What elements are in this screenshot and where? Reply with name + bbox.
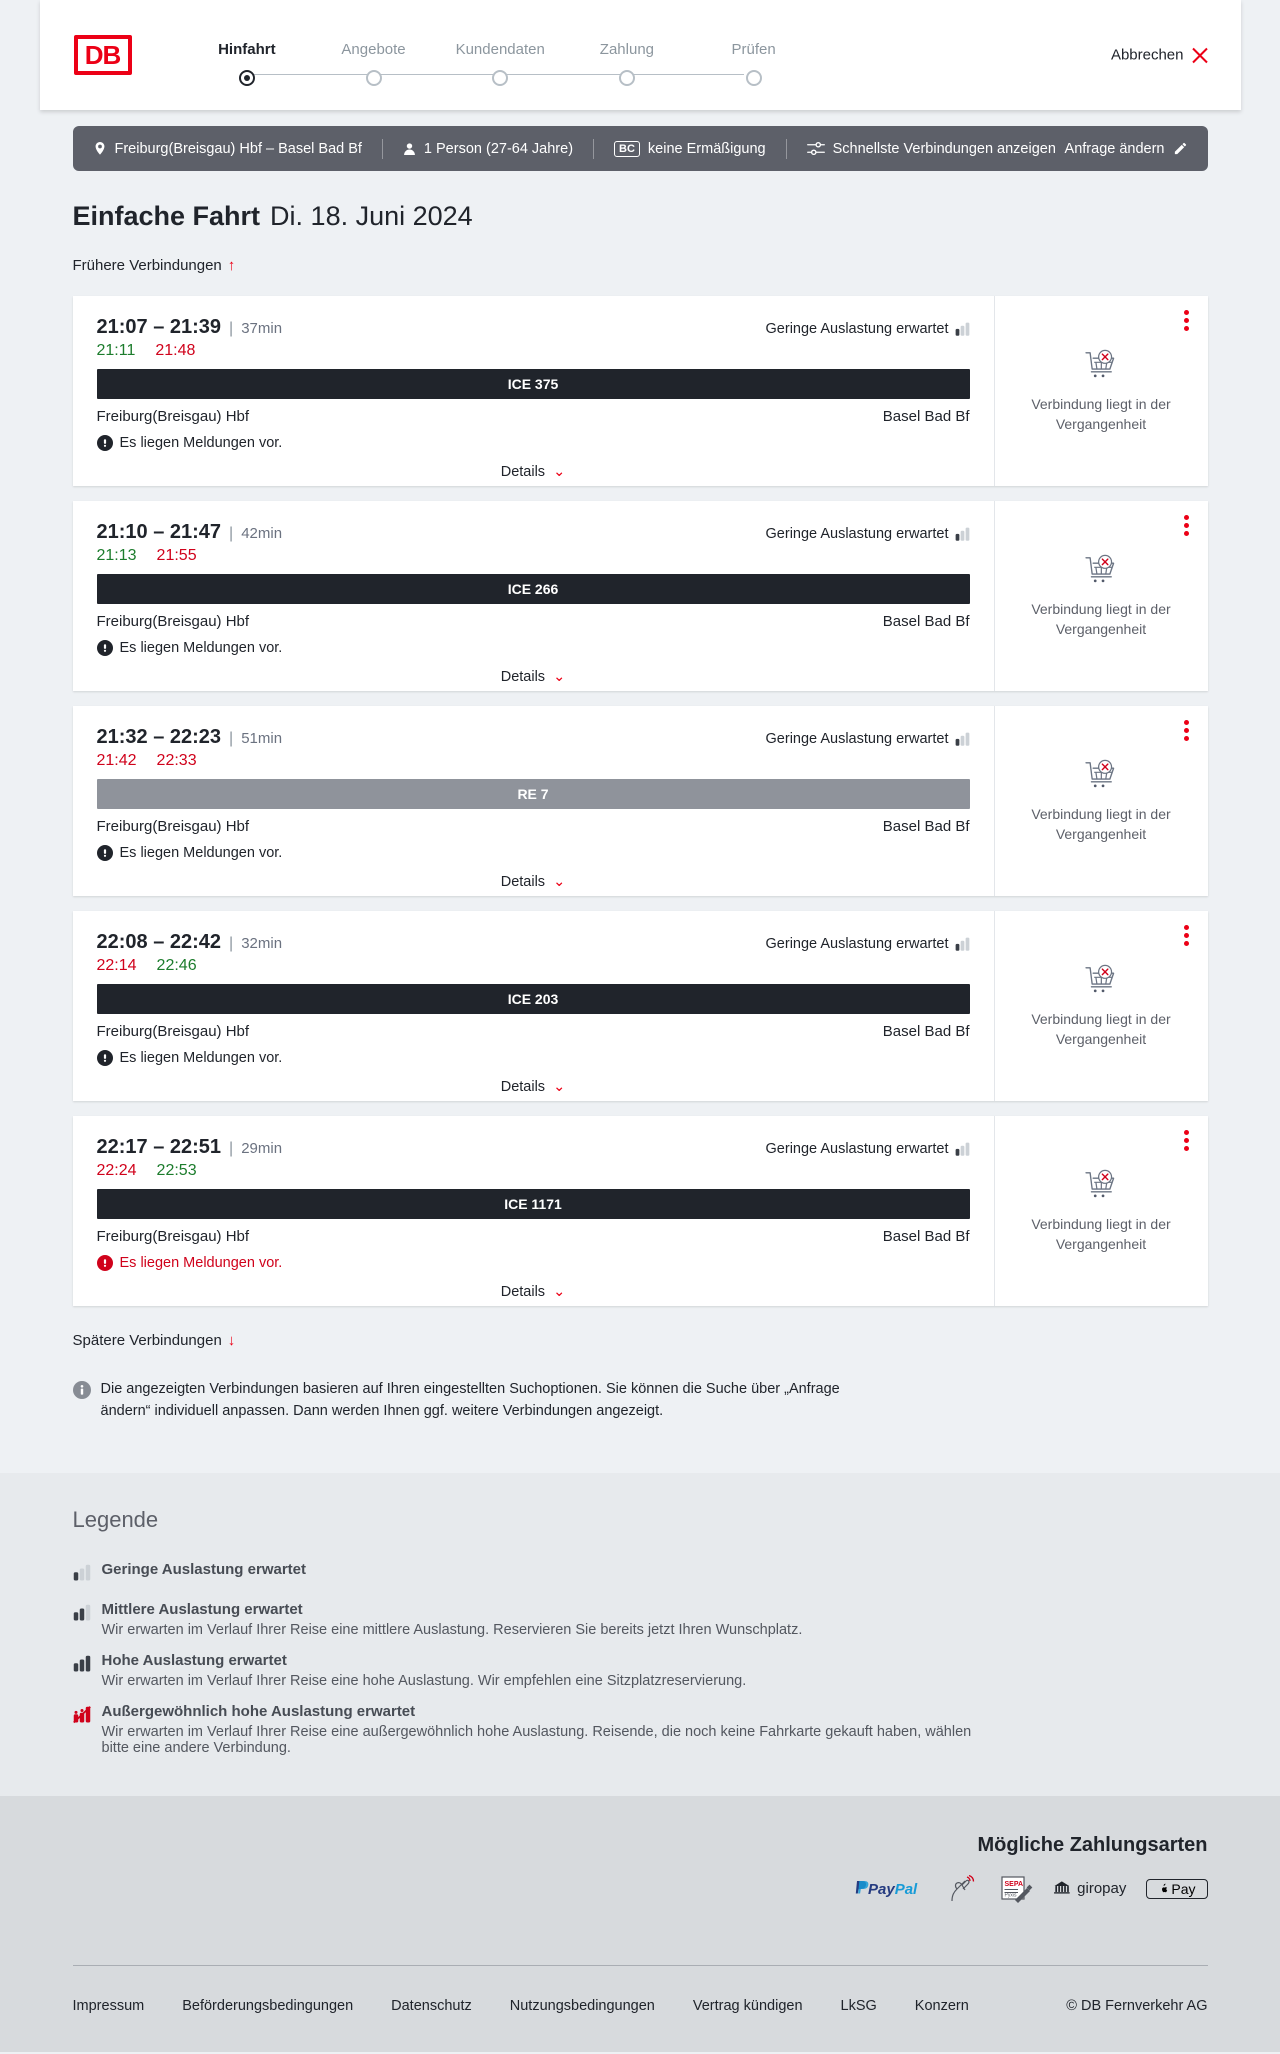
svg-text:SEPA: SEPA (1005, 1881, 1024, 1888)
svg-text:PayPal: PayPal (868, 1881, 918, 1898)
svg-text:Pyxis: Pyxis (1005, 1892, 1017, 1898)
